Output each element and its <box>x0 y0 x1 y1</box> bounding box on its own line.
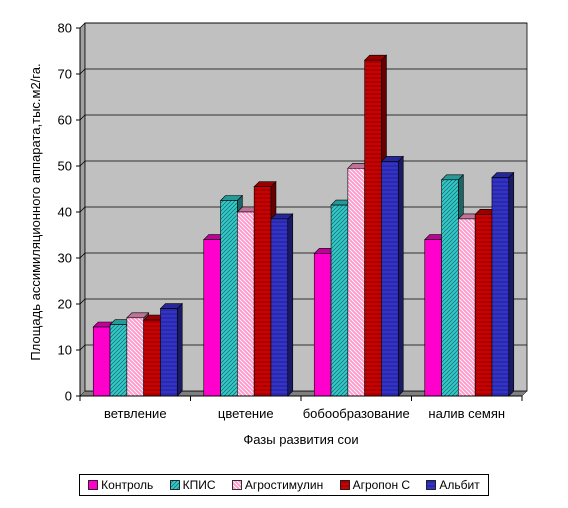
bar-front <box>126 317 144 397</box>
legend-swatch-fill <box>231 480 242 490</box>
legend-swatch <box>88 480 99 490</box>
gridline-depth <box>79 298 86 305</box>
bar-front <box>143 319 161 397</box>
x-tick-label: налив семян <box>428 406 505 421</box>
x-tick-label: бобообразование <box>303 406 410 421</box>
plot-area <box>79 22 528 397</box>
x-tick-label: цветение <box>218 406 274 421</box>
legend-swatch <box>169 480 180 490</box>
bar <box>380 155 404 397</box>
legend-item: КПИС <box>169 478 216 492</box>
bar-front <box>491 177 510 397</box>
legend-label: Агростимулин <box>244 478 324 492</box>
bar-front <box>253 186 272 397</box>
gridline-depth <box>79 344 86 351</box>
legend-swatch <box>339 480 350 490</box>
legend-label: КПИС <box>182 478 216 492</box>
bar-front <box>160 308 178 397</box>
bar-front <box>458 218 476 397</box>
legend-label: Агропон С <box>352 478 411 492</box>
legend-swatch-fill <box>339 480 350 490</box>
bar-front <box>270 218 289 397</box>
bar-front <box>441 179 459 397</box>
bar-front <box>203 239 221 397</box>
y-tick-label: 70 <box>58 67 72 82</box>
gridline-depth <box>79 68 86 75</box>
y-axis: 0 10 20 30 40 50 60 70 80 <box>58 21 81 404</box>
bar-side <box>287 213 294 397</box>
bar-front <box>347 168 365 397</box>
legend-item: Контроль <box>88 478 153 492</box>
y-tick-label: 50 <box>58 159 72 174</box>
legend: Контроль КПИС Агростимулин Агропон С Альбит <box>79 474 489 496</box>
x-axis-title: Фазы развития сои <box>243 432 358 447</box>
legend-swatch-fill <box>88 480 99 490</box>
legend-item: Агростимулин <box>231 478 324 492</box>
legend-item: Альбит <box>426 478 480 492</box>
gridline-depth <box>79 206 86 213</box>
bar-front <box>237 211 255 397</box>
gridline-depth <box>79 252 86 259</box>
legend-swatch <box>426 480 437 490</box>
legend-swatch-fill <box>426 480 437 490</box>
legend-label: Контроль <box>101 478 154 492</box>
bar-front <box>109 324 128 397</box>
y-tick-label: 10 <box>58 343 72 358</box>
gridline-depth <box>79 22 86 29</box>
legend-item: Агропон С <box>339 478 411 492</box>
bar-side <box>176 302 183 397</box>
bar-side <box>508 171 515 397</box>
y-tick-label: 20 <box>58 297 72 312</box>
bar <box>270 213 294 397</box>
legend-swatch <box>231 480 242 490</box>
bar <box>159 302 183 397</box>
y-tick-label: 30 <box>58 251 72 266</box>
y-tick-label: 80 <box>58 21 72 36</box>
y-tick-label: 40 <box>58 205 72 220</box>
bar-front <box>92 326 111 397</box>
bar <box>491 171 515 397</box>
bar-front <box>330 204 349 397</box>
chart-area: 0 10 20 30 40 50 60 70 80 ветвление цветение бобоо… <box>28 21 528 447</box>
legend-swatch-fill <box>169 480 180 490</box>
bar-front <box>424 239 442 397</box>
bar-front <box>364 59 382 397</box>
bar-front <box>220 200 238 397</box>
bar-side <box>397 155 404 397</box>
bar-front <box>474 214 493 397</box>
y-tick-label: 0 <box>65 389 72 404</box>
gridline-depth <box>79 160 86 167</box>
bar-front <box>381 161 399 397</box>
y-axis-title: Площадь ассимиляционного аппарата,тыс.м2… <box>28 63 43 360</box>
x-tick-label: ветвление <box>104 406 167 421</box>
y-tick-label: 60 <box>58 113 72 128</box>
legend-label: Альбит <box>439 478 480 492</box>
gridline-depth <box>79 114 86 121</box>
x-axis: ветвление цветение бобообразование налив се… <box>79 395 523 421</box>
bar-front <box>313 253 332 397</box>
